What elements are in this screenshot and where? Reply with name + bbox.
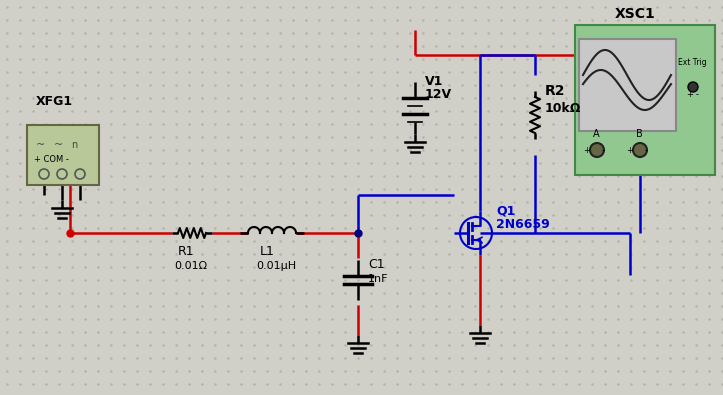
Circle shape — [633, 143, 647, 157]
Text: Ext Trig: Ext Trig — [678, 58, 706, 67]
Text: +: + — [686, 90, 693, 99]
Text: C1: C1 — [368, 258, 385, 271]
Text: 10kΩ: 10kΩ — [545, 102, 581, 115]
Text: V1: V1 — [425, 75, 443, 88]
FancyBboxPatch shape — [579, 39, 676, 131]
Text: +: + — [583, 146, 590, 155]
Text: -: - — [696, 90, 699, 99]
Text: XFG1: XFG1 — [36, 95, 73, 108]
Text: Q1: Q1 — [496, 205, 515, 218]
Text: 0.01μH: 0.01μH — [256, 261, 296, 271]
Text: XSC1: XSC1 — [615, 7, 655, 21]
Text: 0.01Ω: 0.01Ω — [174, 261, 207, 271]
Text: R2: R2 — [545, 84, 565, 98]
FancyBboxPatch shape — [575, 25, 715, 175]
Text: -: - — [602, 146, 605, 155]
Text: L1: L1 — [260, 245, 275, 258]
Text: +: + — [626, 146, 633, 155]
Text: B: B — [636, 129, 643, 139]
Text: A: A — [593, 129, 599, 139]
FancyBboxPatch shape — [27, 125, 99, 185]
Text: 12V: 12V — [425, 88, 452, 101]
Text: + COM -: + COM - — [34, 155, 69, 164]
Text: R1: R1 — [178, 245, 194, 258]
Circle shape — [590, 143, 604, 157]
Text: n: n — [71, 140, 77, 150]
Text: 2N6659: 2N6659 — [496, 218, 549, 231]
Circle shape — [688, 82, 698, 92]
Text: 1nF: 1nF — [368, 274, 388, 284]
Text: -: - — [645, 146, 648, 155]
Text: ~: ~ — [36, 140, 46, 150]
Text: ~: ~ — [54, 140, 63, 150]
